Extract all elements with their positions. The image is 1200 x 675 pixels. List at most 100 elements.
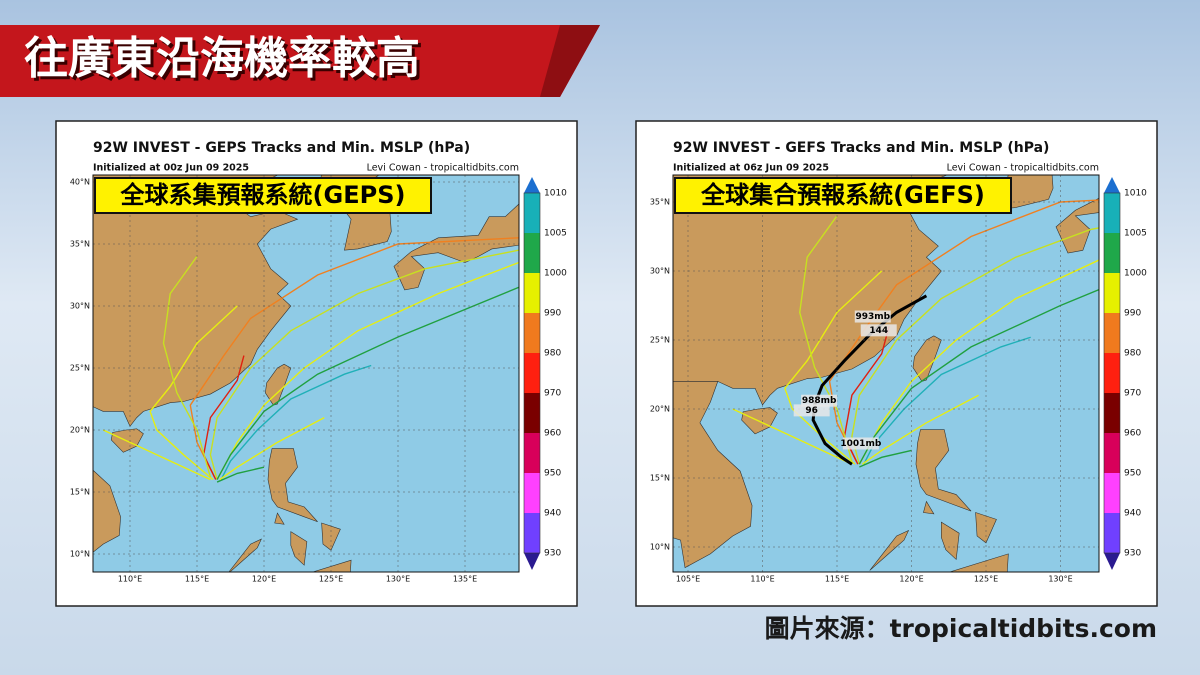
- colorbar-segment: [1104, 353, 1120, 393]
- init-time: Initialized at 06z Jun 09 2025: [673, 163, 829, 174]
- land: [93, 469, 121, 553]
- track: [189, 237, 519, 478]
- lon-label: 120°E: [252, 575, 276, 584]
- colorbar-label: 1000: [544, 269, 567, 279]
- annotation: 993mb: [855, 312, 890, 322]
- track: [732, 408, 853, 465]
- lat-label: 30°N: [650, 267, 670, 276]
- title-banner: [0, 25, 600, 97]
- land: [290, 531, 308, 566]
- colorbar-label: 1010: [544, 189, 567, 199]
- lon-label: 120°E: [899, 575, 923, 584]
- colorbar-segment: [1104, 313, 1120, 353]
- land: [923, 500, 935, 515]
- colorbar-label: 990: [544, 309, 561, 319]
- colorbar-segment: [524, 353, 540, 393]
- colorbar-cap: [524, 553, 540, 570]
- colorbar-border: [523, 192, 541, 554]
- land: [274, 512, 285, 525]
- colorbar-label: 980: [1124, 349, 1141, 359]
- track: [851, 227, 1099, 465]
- lat-label: 20°N: [650, 405, 670, 414]
- colorbar-segment: [524, 473, 540, 513]
- lat-label: 25°N: [70, 364, 90, 373]
- lat-label: 30°N: [70, 302, 90, 311]
- colorbar-segment: [1104, 393, 1120, 433]
- land: [915, 429, 972, 512]
- annotation-bg: [854, 310, 891, 323]
- track: [220, 364, 372, 480]
- land: [869, 529, 910, 571]
- colorbar-label: 1005: [1124, 229, 1147, 239]
- track: [202, 355, 245, 480]
- title: 往廣東沿海機率較高: [24, 33, 420, 84]
- lon-label: 135°E: [453, 575, 477, 584]
- map-panel: 92W INVEST - GEFS Tracks and Min. MSLP (…: [635, 120, 1158, 607]
- colorbar-segment: [524, 313, 540, 353]
- colorbar-label: 1005: [544, 229, 567, 239]
- label: 全球系集預報系統(GEPS): [120, 181, 406, 209]
- lon-label: 125°E: [974, 575, 998, 584]
- land: [393, 203, 519, 291]
- colorbar-segment: [524, 193, 540, 233]
- track: [861, 394, 979, 465]
- colorbar-label: 940: [544, 509, 561, 519]
- annotation-bg: [860, 324, 897, 337]
- colorbar-segment: [1104, 433, 1120, 473]
- lon-label: 130°E: [1048, 575, 1072, 584]
- annotation: 1001mb: [840, 439, 881, 449]
- track: [216, 286, 519, 480]
- annotation: 988mb: [802, 396, 837, 406]
- init-time: Initialized at 00z Jun 09 2025: [93, 163, 249, 174]
- map-border: [92, 174, 520, 573]
- land: [940, 521, 960, 561]
- land: [975, 512, 997, 544]
- track: [102, 429, 211, 481]
- lat-label: 20°N: [70, 426, 90, 435]
- track: [209, 249, 519, 480]
- credit: Levi Cowan - tropicaltidbits.com: [367, 163, 519, 174]
- title-shadow: 往廣東沿海機率較高: [27, 36, 423, 87]
- lon-label: 110°E: [118, 575, 142, 584]
- lat-label: 35°N: [70, 240, 90, 249]
- colorbar-label: 970: [544, 389, 561, 399]
- map: [93, 175, 519, 572]
- colorbar-label: 950: [544, 469, 561, 479]
- colorbar-border: [1103, 192, 1121, 554]
- colorbar-segment: [1104, 193, 1120, 233]
- colorbar-segment: [1104, 233, 1120, 273]
- map: [673, 175, 1099, 572]
- colorbar-label: 960: [544, 429, 561, 439]
- map-border: [672, 174, 1100, 573]
- map-panel: 92W INVEST - GEPS Tracks and Min. MSLP (…: [55, 120, 578, 607]
- label-box: [674, 177, 1012, 214]
- land: [673, 381, 753, 569]
- colorbar-segment: [1104, 473, 1120, 513]
- track: [828, 199, 1099, 462]
- banner-edge: [540, 25, 600, 97]
- label: 全球集合預報系統(GEFS): [700, 181, 985, 209]
- track: [149, 305, 238, 481]
- track: [162, 255, 212, 478]
- land: [673, 175, 948, 406]
- annotation-bg: [793, 404, 830, 417]
- colorbar-segment: [524, 233, 540, 273]
- colorbar-cap: [1104, 177, 1120, 193]
- lon-label: 125°E: [319, 575, 343, 584]
- colorbar-cap: [1104, 553, 1120, 570]
- colorbar-segment: [1104, 273, 1120, 313]
- source: 圖片來源：tropicaltidbits.com: [765, 614, 1157, 643]
- lon-label: 130°E: [386, 575, 410, 584]
- colorbar-label: 930: [1124, 549, 1141, 559]
- label-box: [94, 177, 432, 214]
- annotation: 144: [869, 326, 888, 336]
- land: [228, 538, 262, 572]
- colorbar-label: 960: [1124, 429, 1141, 439]
- land: [267, 448, 318, 523]
- track: [859, 449, 912, 468]
- colorbar-label: 990: [1124, 309, 1141, 319]
- land: [912, 335, 942, 382]
- annotation-bg: [842, 437, 879, 450]
- panel-title: 92W INVEST - GEFS Tracks and Min. MSLP (…: [673, 140, 1049, 156]
